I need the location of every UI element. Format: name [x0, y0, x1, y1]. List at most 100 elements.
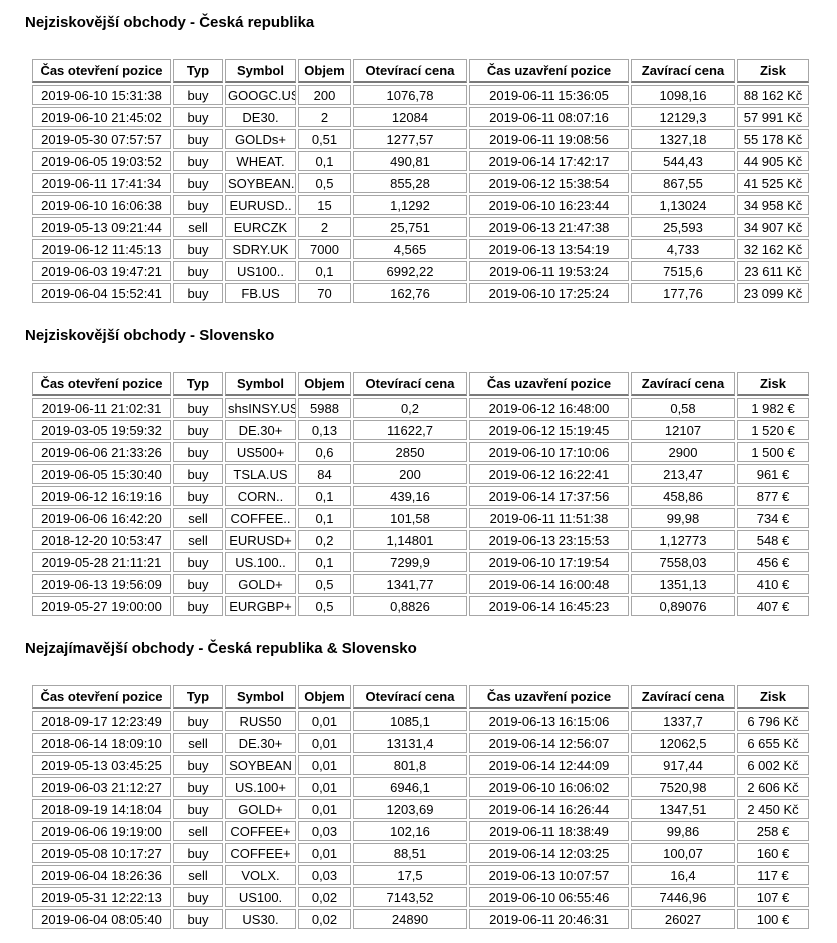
trades-table-slovakia: Čas otevření pozice Typ Symbol Objem Otevíra…: [30, 370, 811, 618]
table-cell: 2019-06-10 15:31:38: [32, 85, 171, 105]
table-cell: buy: [173, 261, 223, 281]
section-title: Nejziskovější obchody - Slovensko: [25, 327, 275, 344]
table-cell: 2019-06-13 19:56:09: [32, 574, 171, 594]
table-cell: 2019-05-30 07:57:57: [32, 129, 171, 149]
table-cell: 2900: [631, 442, 735, 462]
table-cell: 0,58: [631, 398, 735, 418]
table-cell: buy: [173, 552, 223, 572]
table-cell: 0,2: [353, 398, 467, 418]
table-cell: 456 €: [737, 552, 809, 572]
column-header: Zavírací cena: [631, 59, 735, 83]
table-cell: 24890: [353, 909, 467, 929]
table-cell: 25,593: [631, 217, 735, 237]
column-header: Čas uzavření pozice: [469, 685, 629, 709]
table-cell: 0,1: [298, 508, 351, 528]
column-header: Objem: [298, 59, 351, 83]
table-cell: 15: [298, 195, 351, 215]
table-cell: US.100..: [225, 552, 296, 572]
table-row: 2019-05-31 12:22:13 buy US100. 0,02 7143,52 2…: [32, 887, 809, 907]
table-cell: 2019-06-12 11:45:13: [32, 239, 171, 259]
table-cell: 4,733: [631, 239, 735, 259]
table-cell: 2019-06-14 12:56:07: [469, 733, 629, 753]
table-cell: SOYBEAN..: [225, 173, 296, 193]
table-cell: 2019-06-14 16:26:44: [469, 799, 629, 819]
table-cell: 16,4: [631, 865, 735, 885]
table-cell: 961 €: [737, 464, 809, 484]
table-cell: US30.: [225, 909, 296, 929]
table-cell: 2018-09-19 14:18:04: [32, 799, 171, 819]
table-cell: 11622,7: [353, 420, 467, 440]
table-cell: 2018-09-17 12:23:49: [32, 711, 171, 731]
table-cell: 107 €: [737, 887, 809, 907]
table-cell: buy: [173, 195, 223, 215]
table-cell: 12129,3: [631, 107, 735, 127]
table-cell: 458,86: [631, 486, 735, 506]
table-cell: FB.US: [225, 283, 296, 303]
table-cell: 2019-06-14 17:42:17: [469, 151, 629, 171]
table-cell: 1351,13: [631, 574, 735, 594]
table-cell: US100.: [225, 887, 296, 907]
table-cell: 867,55: [631, 173, 735, 193]
table-cell: 6992,22: [353, 261, 467, 281]
table-cell: 2019-06-11 18:38:49: [469, 821, 629, 841]
table-cell: US.100+: [225, 777, 296, 797]
table-cell: 2019-06-14 17:37:56: [469, 486, 629, 506]
table-cell: 100 €: [737, 909, 809, 929]
table-row: 2019-06-05 15:30:40 buy TSLA.US 84 200 2019-0…: [32, 464, 809, 484]
table-cell: 26027: [631, 909, 735, 929]
table-cell: 1,1292: [353, 195, 467, 215]
table-cell: buy: [173, 711, 223, 731]
table-cell: 88,51: [353, 843, 467, 863]
table-cell: 162,76: [353, 283, 467, 303]
table-cell: COFFEE+: [225, 821, 296, 841]
table-row: 2019-05-13 09:21:44 sell EURCZK 2 25,751 2019…: [32, 217, 809, 237]
table-cell: RUS50: [225, 711, 296, 731]
table-cell: 2019-06-11 20:46:31: [469, 909, 629, 929]
table-cell: 0,2: [298, 530, 351, 550]
table-cell: 1203,69: [353, 799, 467, 819]
table-cell: 7143,52: [353, 887, 467, 907]
table-cell: 1 520 €: [737, 420, 809, 440]
table-cell: 1327,18: [631, 129, 735, 149]
column-header: Symbol: [225, 685, 296, 709]
table-cell: 200: [353, 464, 467, 484]
table-cell: 2019-06-13 21:47:38: [469, 217, 629, 237]
table-row: 2019-06-10 16:06:38 buy EURUSD.. 15 1,1292 20…: [32, 195, 809, 215]
table-cell: 0,01: [298, 777, 351, 797]
table-cell: 0,02: [298, 887, 351, 907]
table-cell: 57 991 Kč: [737, 107, 809, 127]
table-cell: 102,16: [353, 821, 467, 841]
table-cell: 2019-06-12 15:19:45: [469, 420, 629, 440]
table-cell: buy: [173, 398, 223, 418]
table-cell: 2019-06-14 16:00:48: [469, 574, 629, 594]
column-header: Otevírací cena: [353, 685, 467, 709]
table-cell: 41 525 Kč: [737, 173, 809, 193]
table-cell: 0,03: [298, 865, 351, 885]
table-row: 2019-06-03 19:47:21 buy US100.. 0,1 6992,22 2…: [32, 261, 809, 281]
table-cell: 544,43: [631, 151, 735, 171]
table-header: Čas otevření pozice Typ Symbol Objem Otevíra…: [32, 685, 809, 709]
table-cell: buy: [173, 107, 223, 127]
table-cell: EURGBP+: [225, 596, 296, 616]
table-row: 2019-06-12 16:19:16 buy CORN.. 0,1 439,16 201…: [32, 486, 809, 506]
table-cell: US100..: [225, 261, 296, 281]
table-cell: 1 500 €: [737, 442, 809, 462]
section-title: Nejziskovější obchody - Česká republika: [25, 14, 315, 31]
table-cell: 1341,77: [353, 574, 467, 594]
table-cell: 2019-06-11 19:08:56: [469, 129, 629, 149]
table-cell: 2019-06-14 12:03:25: [469, 843, 629, 863]
table-cell: 5988: [298, 398, 351, 418]
table-cell: 6 655 Kč: [737, 733, 809, 753]
table-cell: 23 611 Kč: [737, 261, 809, 281]
table-cell: EURUSD..: [225, 195, 296, 215]
table-cell: sell: [173, 530, 223, 550]
table-row: 2019-06-04 15:52:41 buy FB.US 70 162,76 2019-…: [32, 283, 809, 303]
table-cell: 7299,9: [353, 552, 467, 572]
table-cell: 2019-06-12 15:38:54: [469, 173, 629, 193]
table-cell: 1347,51: [631, 799, 735, 819]
table-row: 2019-05-28 21:11:21 buy US.100.. 0,1 7299,9 2…: [32, 552, 809, 572]
table-cell: 2019-06-10 17:25:24: [469, 283, 629, 303]
table-cell: GOLD+: [225, 799, 296, 819]
table-cell: 2019-06-10 16:23:44: [469, 195, 629, 215]
table-cell: 0,1: [298, 486, 351, 506]
